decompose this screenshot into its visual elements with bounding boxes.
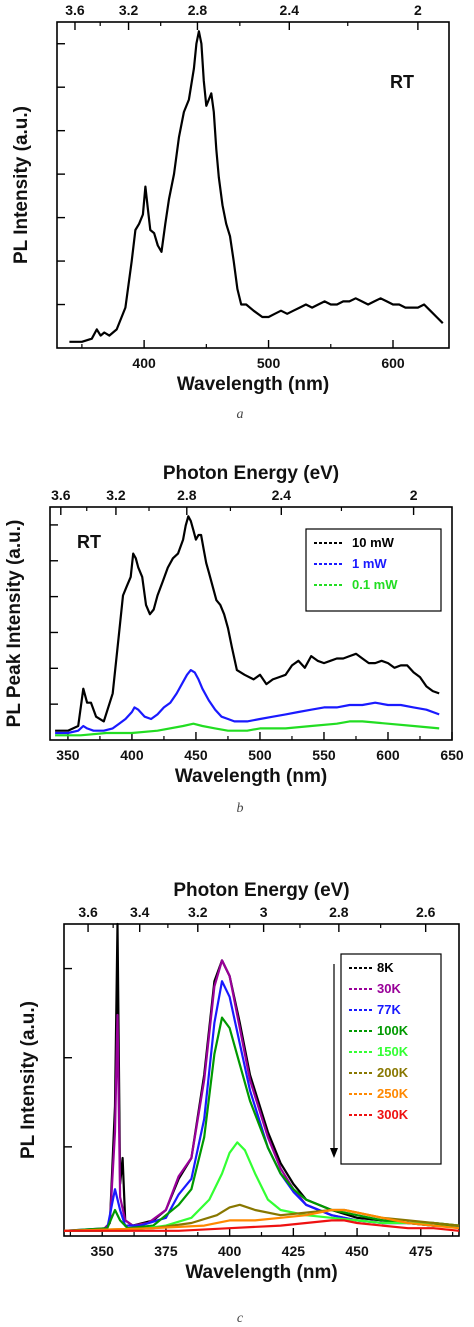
x-tick-label: 450 — [184, 747, 208, 763]
legend-arrow-head — [330, 1148, 338, 1158]
top-tick-label: 2.8 — [188, 2, 208, 18]
x-tick-label: 375 — [154, 1243, 178, 1259]
legend-entry: 77K — [377, 1002, 401, 1017]
x-tick-label: 350 — [56, 747, 80, 763]
legend-entry: 150K — [377, 1044, 409, 1059]
top-tick-label: 2.4 — [272, 487, 292, 503]
panel-label: c — [237, 1311, 244, 1326]
legend-entry: 0.1 mW — [352, 577, 398, 592]
top-tick-label: 2 — [414, 2, 422, 18]
x-axis-title: Wavelength (nm) — [185, 1262, 337, 1283]
legend-entry: 100K — [377, 1023, 409, 1038]
y-axis-title: PL Peak Intensity (a.u.) — [4, 520, 25, 728]
chart-panel-c: 350 375 400 425 450 475 3.6 3.4 3.2 3 2.8 2.6 Photon… — [18, 880, 460, 1326]
x-tick-label: 450 — [345, 1243, 369, 1259]
x-axis-title: Wavelength (nm) — [175, 766, 327, 787]
top-tick-label: 3.2 — [188, 904, 208, 920]
top-tick-label: 3 — [260, 904, 268, 920]
series-line-0 — [55, 515, 440, 732]
series-line-4 — [64, 1141, 460, 1232]
chart-panel-b: 350 400 450 500 550 600 650 3.6 3.2 2.8 2.4 2 Photon… — [4, 463, 464, 816]
series-line-7 — [64, 1219, 460, 1232]
legend-entry: 250K — [377, 1086, 409, 1101]
legend-entry: 8K — [377, 960, 394, 975]
x-tick-label: 500 — [257, 355, 281, 371]
x-tick-label: 400 — [120, 747, 144, 763]
top-tick-label: 3.6 — [78, 904, 98, 920]
x-tick-label: 350 — [91, 1243, 115, 1259]
top-tick-label: 3.6 — [51, 487, 71, 503]
top-tick-label: 3.4 — [130, 904, 150, 920]
x-tick-label: 500 — [248, 747, 272, 763]
y-axis-title: PL Intensity (a.u.) — [18, 1001, 39, 1159]
x-tick-label: 400 — [132, 355, 156, 371]
series-line-1 — [55, 669, 440, 735]
top-tick-label: 2.4 — [280, 2, 300, 18]
series-line-6 — [63, 1208, 460, 1232]
y-axis-title: PL Intensity (a.u.) — [11, 106, 32, 264]
rt-annotation: RT — [77, 532, 101, 552]
top-tick-label: 2.8 — [329, 904, 349, 920]
legend-entry: 1 mW — [352, 556, 387, 571]
plot-frame — [56, 21, 450, 349]
top-tick-label: 2.8 — [177, 487, 197, 503]
legend: 8K 30K 77K 100K 150K 200K 250K 300K — [330, 953, 442, 1165]
x-axis-title: Wavelength (nm) — [177, 374, 329, 395]
top-tick-label: 2.6 — [416, 904, 436, 920]
panel-label: b — [237, 801, 244, 816]
series-line-2 — [55, 720, 440, 737]
series-line-5 — [63, 1203, 460, 1232]
top-tick-label: 3.2 — [119, 2, 139, 18]
x-tick-label: 425 — [282, 1243, 306, 1259]
top-tick-label: 3.6 — [65, 2, 85, 18]
legend: 10 mW 1 mW 0.1 mW — [305, 528, 442, 612]
legend-box — [305, 528, 442, 612]
top-axis-title: Photon Energy (eV) — [173, 880, 349, 901]
plot-frame — [49, 506, 453, 741]
top-tick-label: 3.2 — [106, 487, 126, 503]
legend-entry: 300K — [377, 1107, 409, 1122]
series-line-0 — [69, 30, 444, 343]
series-line-3 — [63, 1016, 459, 1232]
x-tick-label: 600 — [381, 355, 405, 371]
rt-annotation: RT — [390, 72, 414, 92]
x-tick-label: 475 — [409, 1243, 433, 1259]
top-tick-label: 2 — [410, 487, 418, 503]
x-tick-label: 400 — [218, 1243, 242, 1259]
panel-label: a — [237, 407, 244, 422]
legend-entry: 10 mW — [352, 535, 395, 550]
legend-entry: 30K — [377, 981, 401, 996]
legend-entry: 200K — [377, 1065, 409, 1080]
x-tick-label: 600 — [376, 747, 400, 763]
legend-box — [340, 953, 442, 1165]
x-tick-label: 550 — [312, 747, 336, 763]
x-tick-label: 650 — [440, 747, 464, 763]
top-axis-title: Photon Energy (eV) — [163, 463, 339, 484]
